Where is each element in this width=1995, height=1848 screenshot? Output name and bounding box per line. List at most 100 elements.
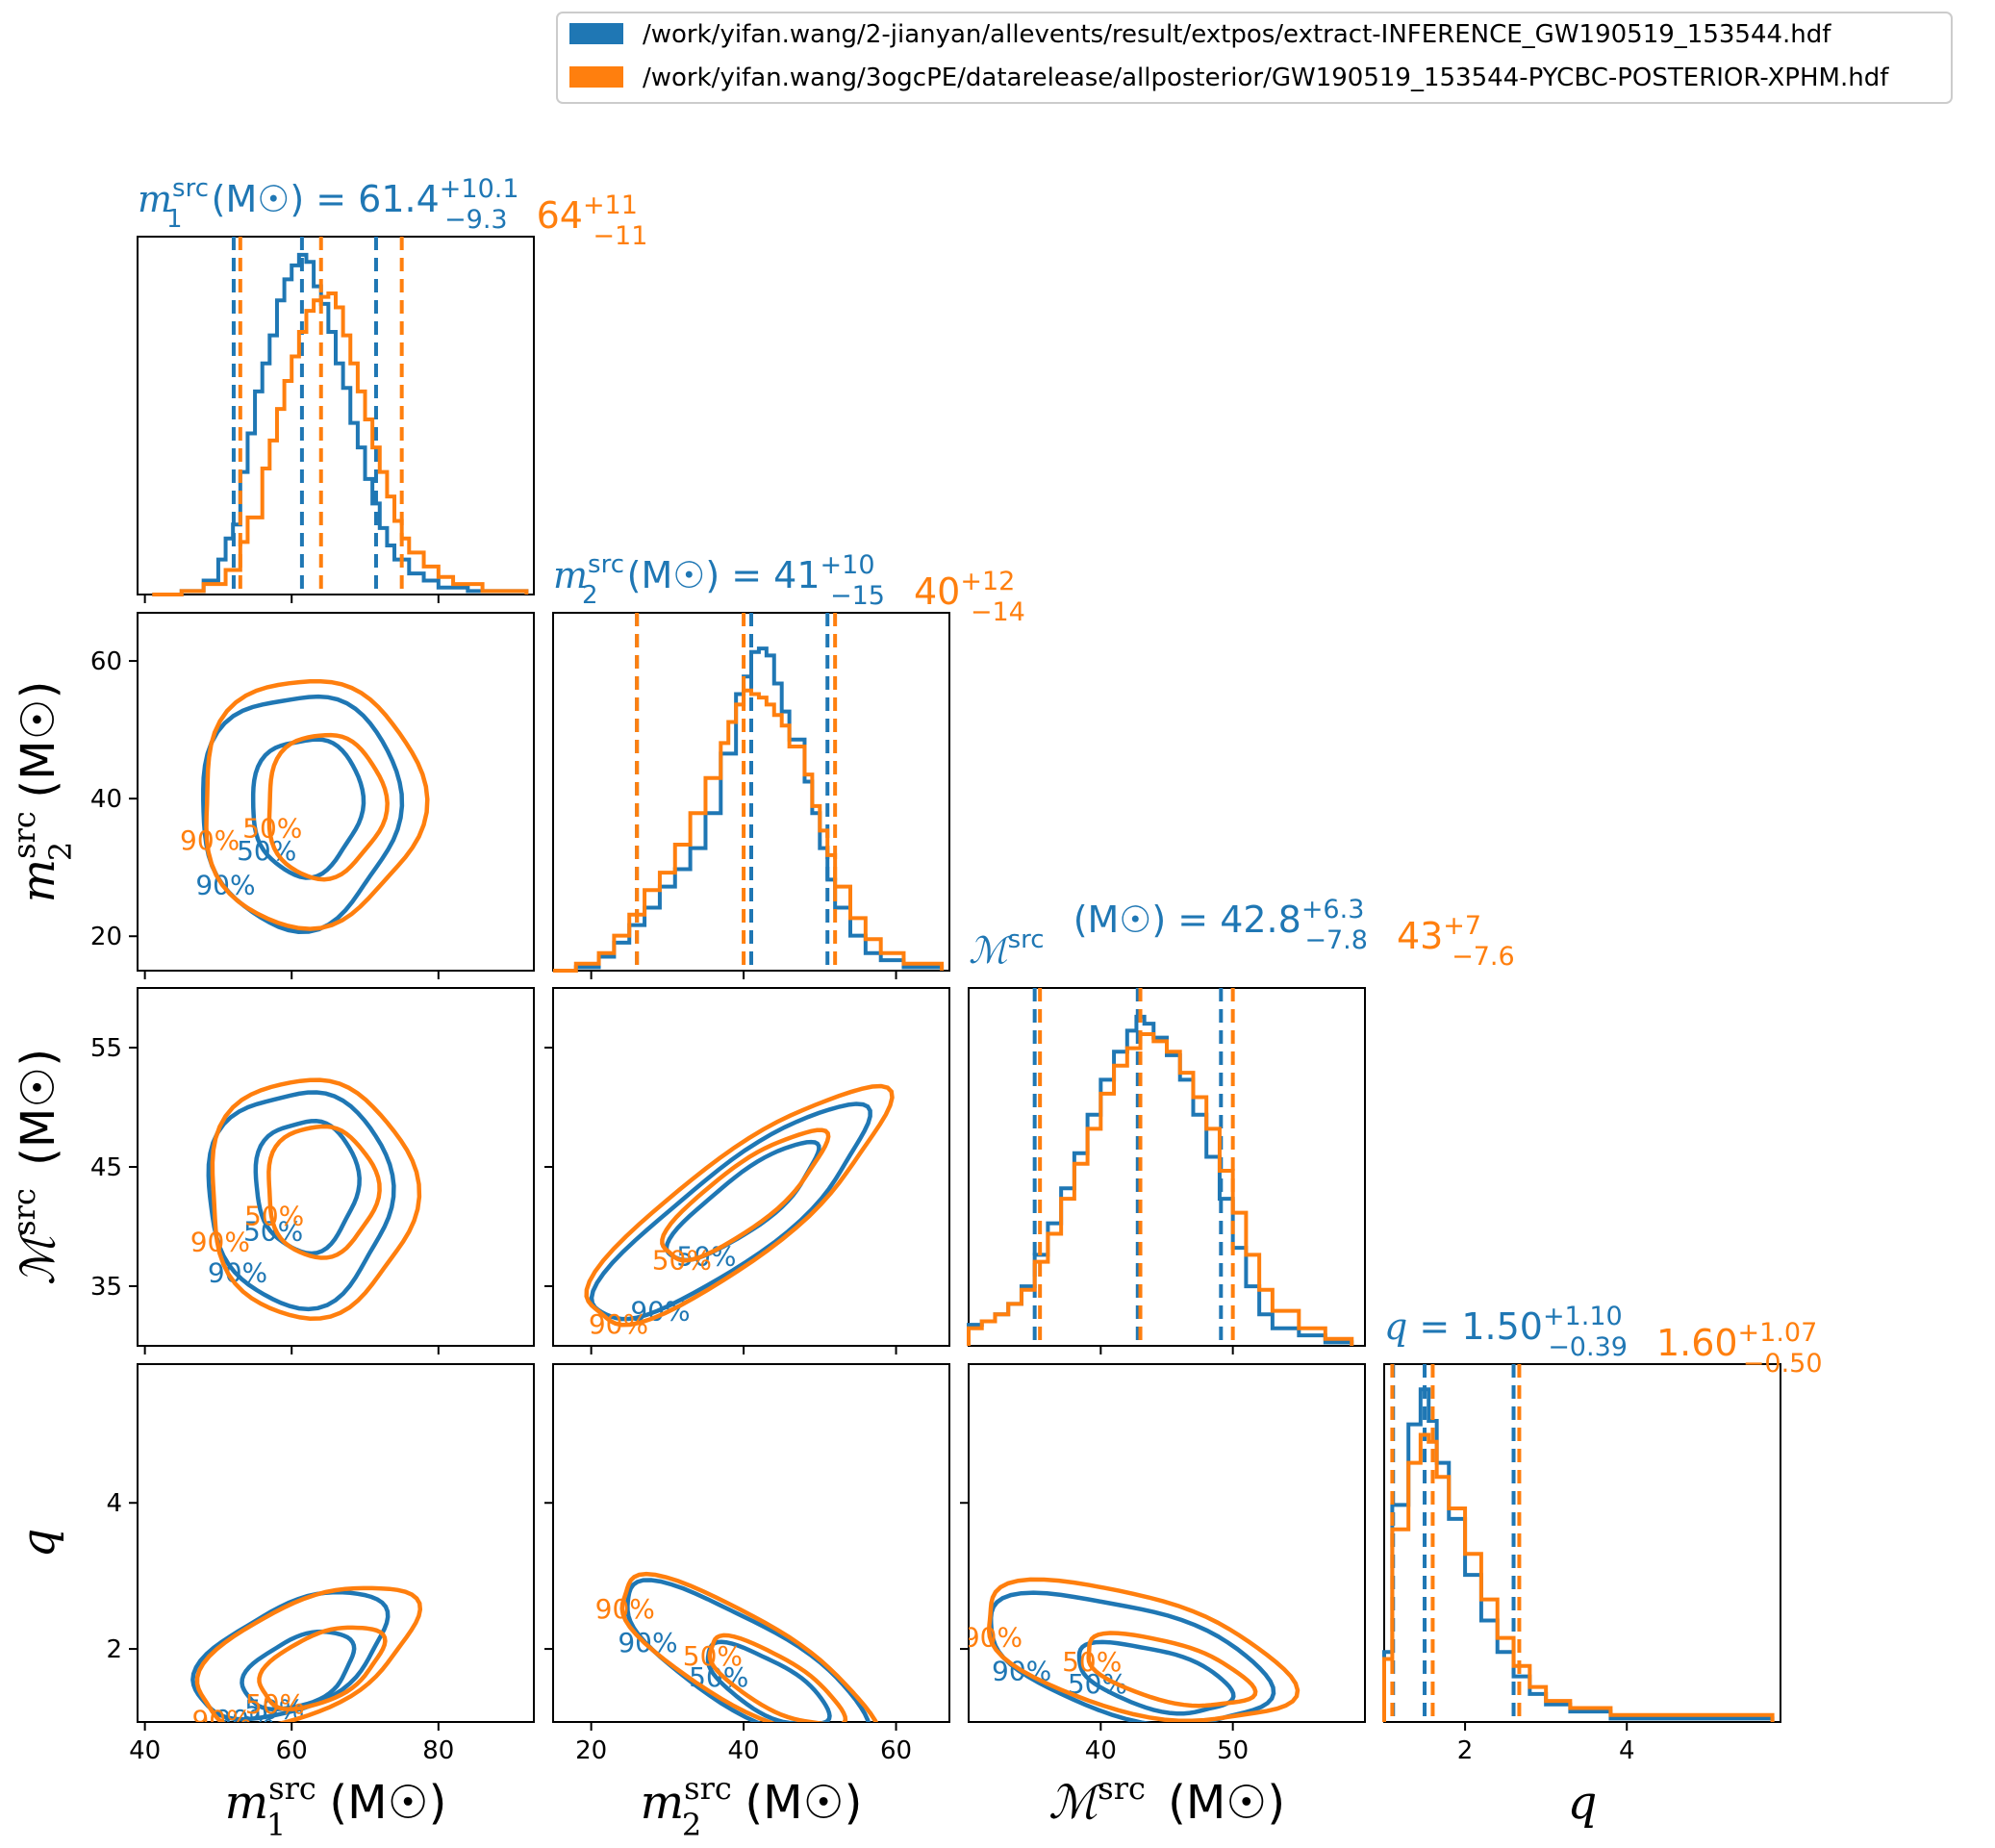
title-plus-series-2: +11 (583, 190, 638, 220)
title-median-series-2: 64 (537, 194, 583, 237)
y-tick-label-mchirp: 55 (90, 1034, 122, 1063)
label-unit: (M☉) (12, 1049, 65, 1180)
panel-2d-q-vs-mchirp: 90% 50%90%50% (963, 1363, 1366, 1723)
title-plus-series-2: +12 (960, 567, 1015, 596)
label-unit: (M☉) (12, 681, 65, 813)
contour-label-50pct: 50% (242, 813, 302, 845)
contour-group: 90%50%90%50% (584, 1083, 895, 1340)
contour-90pct-series-2 (210, 1077, 422, 1321)
contour-90pct-series-2 (194, 1585, 423, 1722)
x-tick-label-q: 2 (1457, 1736, 1474, 1765)
title-minus-series-1: −0.39 (1548, 1332, 1628, 1362)
title-minus-series-2: −0.50 (1743, 1349, 1823, 1379)
contour-50pct-series-2 (266, 1124, 382, 1260)
hist-series-2 (553, 688, 945, 973)
label-unit: (M☉) (730, 1776, 862, 1830)
contour-90pct-series-2 (584, 1083, 895, 1328)
contour-label-90pct: 90% (618, 1627, 677, 1658)
title-sup: src (172, 174, 209, 203)
label-sup: src (6, 811, 42, 859)
x-tick-label-m2: 60 (880, 1736, 912, 1765)
x-axis-label-mchirp: ℳsrc (M☉) (1048, 1770, 1285, 1830)
panel-title-m1: msrc 1 (M☉) = 61.4+10.1 −9.3 64+11 −11 (138, 174, 647, 251)
title-unit: (M☉) = (200, 178, 359, 220)
label-base: ℳ (1048, 1776, 1104, 1830)
panel-hist-m1: msrc 1 (M☉) = 61.4+10.1 −9.3 64+11 −11 (137, 174, 647, 596)
x-axis-label-q: q (1568, 1776, 1598, 1830)
label-sup: src (268, 1770, 316, 1807)
hist-series-1 (553, 646, 945, 973)
contour-label-90pct: 90% (963, 1621, 1023, 1653)
panel-2d-q-vs-m2: 90%50%90%50% (552, 1363, 950, 1723)
contour-90pct-series-2 (619, 1571, 878, 1722)
label-sub: 2 (682, 1807, 701, 1843)
x-tick-label-m1: 60 (276, 1736, 308, 1765)
x-tick-label-m2: 20 (575, 1736, 607, 1765)
y-axis-label-m2: msrc2 (M☉) (6, 681, 79, 903)
contour-group: 90%50%90%50% (190, 1077, 422, 1321)
title-median-series-2: 43 (1397, 915, 1443, 957)
panel-hist-q: q = 1.50+1.10 −0.39 1.60+1.07 −0.50 (1382, 1302, 1823, 1723)
title-unit: (M☉) = (1062, 899, 1221, 941)
hist-series-1 (1382, 1387, 1775, 1722)
y-tick-label-q: 4 (106, 1489, 122, 1518)
title-median-series-2: 1.60 (1656, 1322, 1738, 1364)
title-plus-series-1: +6.3 (1301, 895, 1365, 924)
contour-90pct-series-1 (206, 1090, 396, 1312)
contour-label-50pct: 50% (652, 1244, 712, 1276)
x-tick-label-mchirp: 40 (1085, 1736, 1117, 1765)
y-tick-label-m2: 20 (90, 923, 122, 951)
contour-90pct-series-1 (201, 694, 405, 934)
panel-frame (552, 1363, 950, 1723)
title-plus-series-2: +1.07 (1738, 1318, 1818, 1348)
panel-2d-mchirp-vs-m1: 90%50%90%50% (137, 987, 535, 1347)
title-minus-series-2: −14 (971, 597, 1025, 627)
contour-label-50pct: 50% (245, 1688, 305, 1720)
label-sub: 1 (266, 1807, 286, 1843)
panel-title-q: q = 1.50+1.10 −0.39 1.60+1.07 −0.50 (1384, 1302, 1823, 1379)
x-tick-label-m1: 40 (129, 1736, 161, 1765)
title-median-series-1: 41 (773, 554, 820, 596)
x-axis-label-m1: msrc 1 (M☉) (225, 1770, 447, 1843)
title-minus-series-1: −15 (830, 581, 885, 611)
label-base: m (641, 1776, 685, 1830)
y-tick-label-m2: 40 (90, 785, 122, 814)
label-sup: src (1098, 1770, 1146, 1807)
title-plus-series-1: +10 (821, 550, 875, 580)
label-sup: src (684, 1770, 732, 1807)
panel-2d-m2-vs-m1: 90%50%90% 50% (137, 612, 535, 972)
label-base: m (225, 1776, 269, 1830)
contour-label-90pct: 90% (595, 1593, 655, 1625)
contour-50pct-series-1 (1076, 1639, 1236, 1716)
label-base: m (12, 859, 65, 903)
panel-hist-m2: msrc 2 (M☉) = 41+10 −15 40+12 −14 (552, 550, 1025, 973)
contour-label-50pct: 50% (683, 1640, 743, 1672)
title-symbol: m (138, 178, 172, 220)
title-minus-series-2: −11 (593, 221, 647, 251)
panel-2d-mchirp-vs-m2: 90%50%90%50% (552, 987, 950, 1347)
label-base: q (1568, 1776, 1598, 1830)
y-tick-label-m2: 60 (90, 647, 122, 676)
hist-series-1 (152, 252, 529, 596)
contour-50pct-series-1 (240, 1629, 357, 1711)
title-median-series-1: 1.50 (1461, 1305, 1543, 1348)
label-base: ℳ (12, 1229, 65, 1285)
panel-frame (137, 236, 535, 595)
title-plus-series-1: +1.10 (1543, 1302, 1623, 1331)
label-sub: 2 (42, 842, 79, 861)
panel-frame (968, 1363, 1366, 1723)
title-plus-series-1: +10.1 (440, 174, 519, 204)
contour-50pct-series-2 (707, 1633, 848, 1722)
panel-frame (137, 987, 535, 1347)
title-symbol: ℳ (969, 929, 1013, 972)
label-base: q (12, 1529, 65, 1558)
title-plus-series-2: +7 (1443, 911, 1481, 941)
hist-series-2 (1382, 1432, 1775, 1722)
label-unit: (M☉) (315, 1776, 446, 1830)
panel-2d-q-vs-m1: 90%50%90%50% (137, 1363, 535, 1723)
contour-group: 90%50%90%50% (595, 1571, 878, 1722)
x-tick-label-m2: 40 (728, 1736, 760, 1765)
x-tick-label-m1: 80 (422, 1736, 454, 1765)
title-sup: src (588, 550, 624, 579)
x-axis-label-m2: msrc 2 (M☉) (641, 1770, 863, 1843)
